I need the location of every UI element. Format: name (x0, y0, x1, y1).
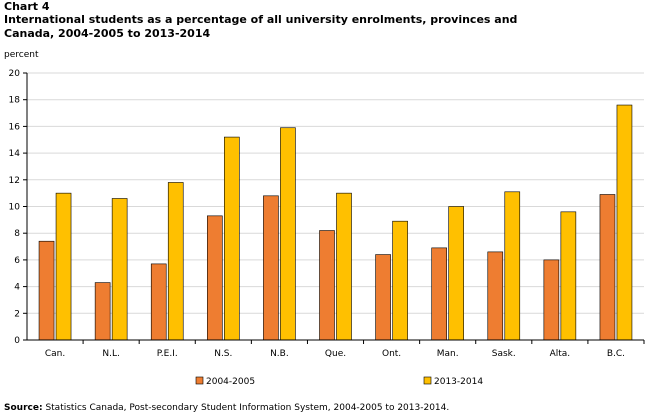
x-tick-label: N.B. (270, 349, 289, 359)
y-tick-label: 10 (9, 203, 21, 213)
y-axis-label: percent (4, 50, 39, 60)
y-tick-label: 8 (14, 229, 20, 239)
x-tick-label: Can. (45, 349, 65, 359)
y-tick-label: 4 (14, 283, 20, 293)
x-tick-label: N.S. (214, 349, 232, 359)
y-tick-label: 0 (14, 336, 20, 346)
source-note: Source: Statistics Canada, Post-secondar… (4, 403, 449, 413)
y-tick-label: 12 (9, 176, 20, 186)
bar (167, 182, 184, 341)
legend: 2004-2005 2013-2014 (195, 376, 483, 387)
axes: 0 2 4 6 8 10 12 14 16 18 20 Can. N.L. P.E.I. N.S. N.B. Q… (9, 69, 645, 359)
legend-label: 2013-2014 (434, 377, 483, 387)
bar (599, 194, 616, 341)
bar (543, 259, 560, 341)
y-tick-label: 16 (9, 122, 21, 132)
chart-title: International students as a percentage o… (4, 13, 518, 40)
bar (111, 198, 128, 341)
legend-label: 2004-2005 (206, 377, 255, 387)
x-tick-label: Que. (325, 349, 346, 359)
bar (336, 192, 352, 341)
bar (616, 104, 633, 341)
x-tick-label: Sask. (492, 349, 516, 359)
bar (38, 240, 55, 341)
bars (38, 104, 633, 341)
y-tick-label: 2 (14, 309, 20, 319)
y-tick-label: 14 (9, 149, 21, 159)
bar (375, 254, 391, 341)
bar (224, 136, 240, 341)
y-tick-label: 20 (9, 69, 21, 79)
x-tick-label: P.E.I. (157, 349, 178, 359)
bar (280, 127, 296, 341)
bar (150, 263, 167, 341)
bar (392, 220, 408, 341)
y-tick-label: 18 (9, 96, 21, 106)
bar (207, 215, 223, 341)
x-tick-label: Ont. (382, 349, 401, 359)
bar (504, 191, 521, 341)
gridlines (27, 72, 644, 314)
source-text: Statistics Canada, Post-secondary Studen… (45, 403, 450, 413)
bar (94, 282, 111, 341)
y-tick-label: 6 (14, 256, 20, 266)
bar (431, 247, 447, 341)
chart-number: Chart 4 (4, 0, 50, 13)
legend-swatch (195, 376, 204, 385)
bar (319, 230, 335, 341)
x-tick-label: B.C. (607, 349, 625, 359)
legend-swatch (423, 376, 432, 385)
bar (448, 206, 464, 341)
bar (487, 251, 504, 341)
source-label: Source: (4, 403, 43, 413)
bar (560, 211, 577, 341)
x-tick-label: N.L. (102, 349, 119, 359)
x-tick-label: Man. (437, 349, 459, 359)
bar (263, 195, 279, 341)
bar (55, 192, 72, 341)
x-tick-label: Alta. (550, 349, 571, 359)
